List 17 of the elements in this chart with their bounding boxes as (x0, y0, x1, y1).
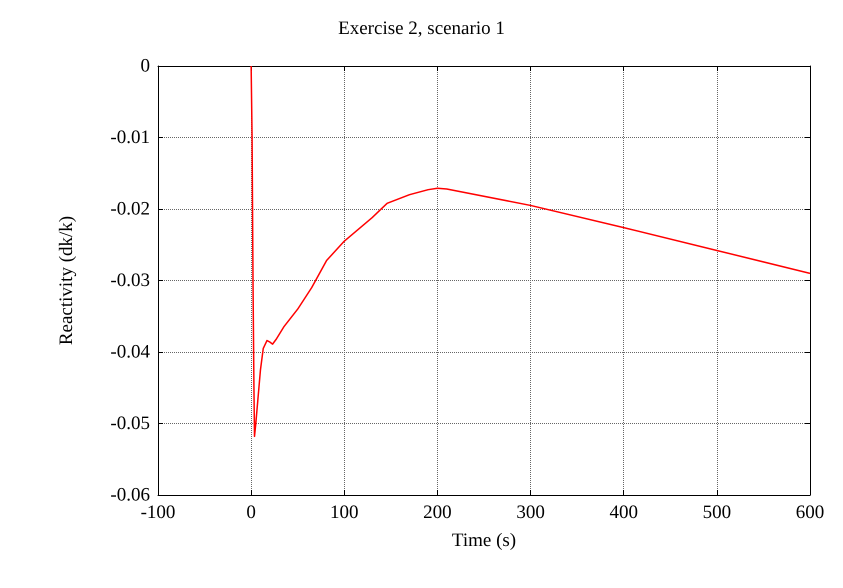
y-tick-label: 0 (140, 56, 150, 76)
y-tick-label: -0.02 (110, 198, 150, 220)
chart-title: Exercise 2, scenario 1 (338, 18, 505, 39)
line-series (250, 65, 811, 438)
x-axis-title: Time (s) (452, 530, 516, 551)
x-tick-label: 0 (246, 502, 256, 523)
x-tick-label: 400 (609, 502, 638, 523)
y-axis-title: Reactivity (dk/k) (56, 216, 77, 346)
x-tick-label: 600 (796, 502, 824, 523)
y-tick-label: -0.04 (110, 342, 150, 362)
y-tick-label: -0.03 (110, 270, 150, 291)
x-tick-label: 500 (702, 502, 732, 523)
x-tick-label: 300 (516, 502, 545, 523)
y-tick-label: -0.05 (110, 413, 150, 434)
x-tick-label: 100 (330, 502, 359, 523)
x-tick-label: 200 (423, 502, 452, 523)
y-tick-label: -0.01 (110, 127, 150, 148)
